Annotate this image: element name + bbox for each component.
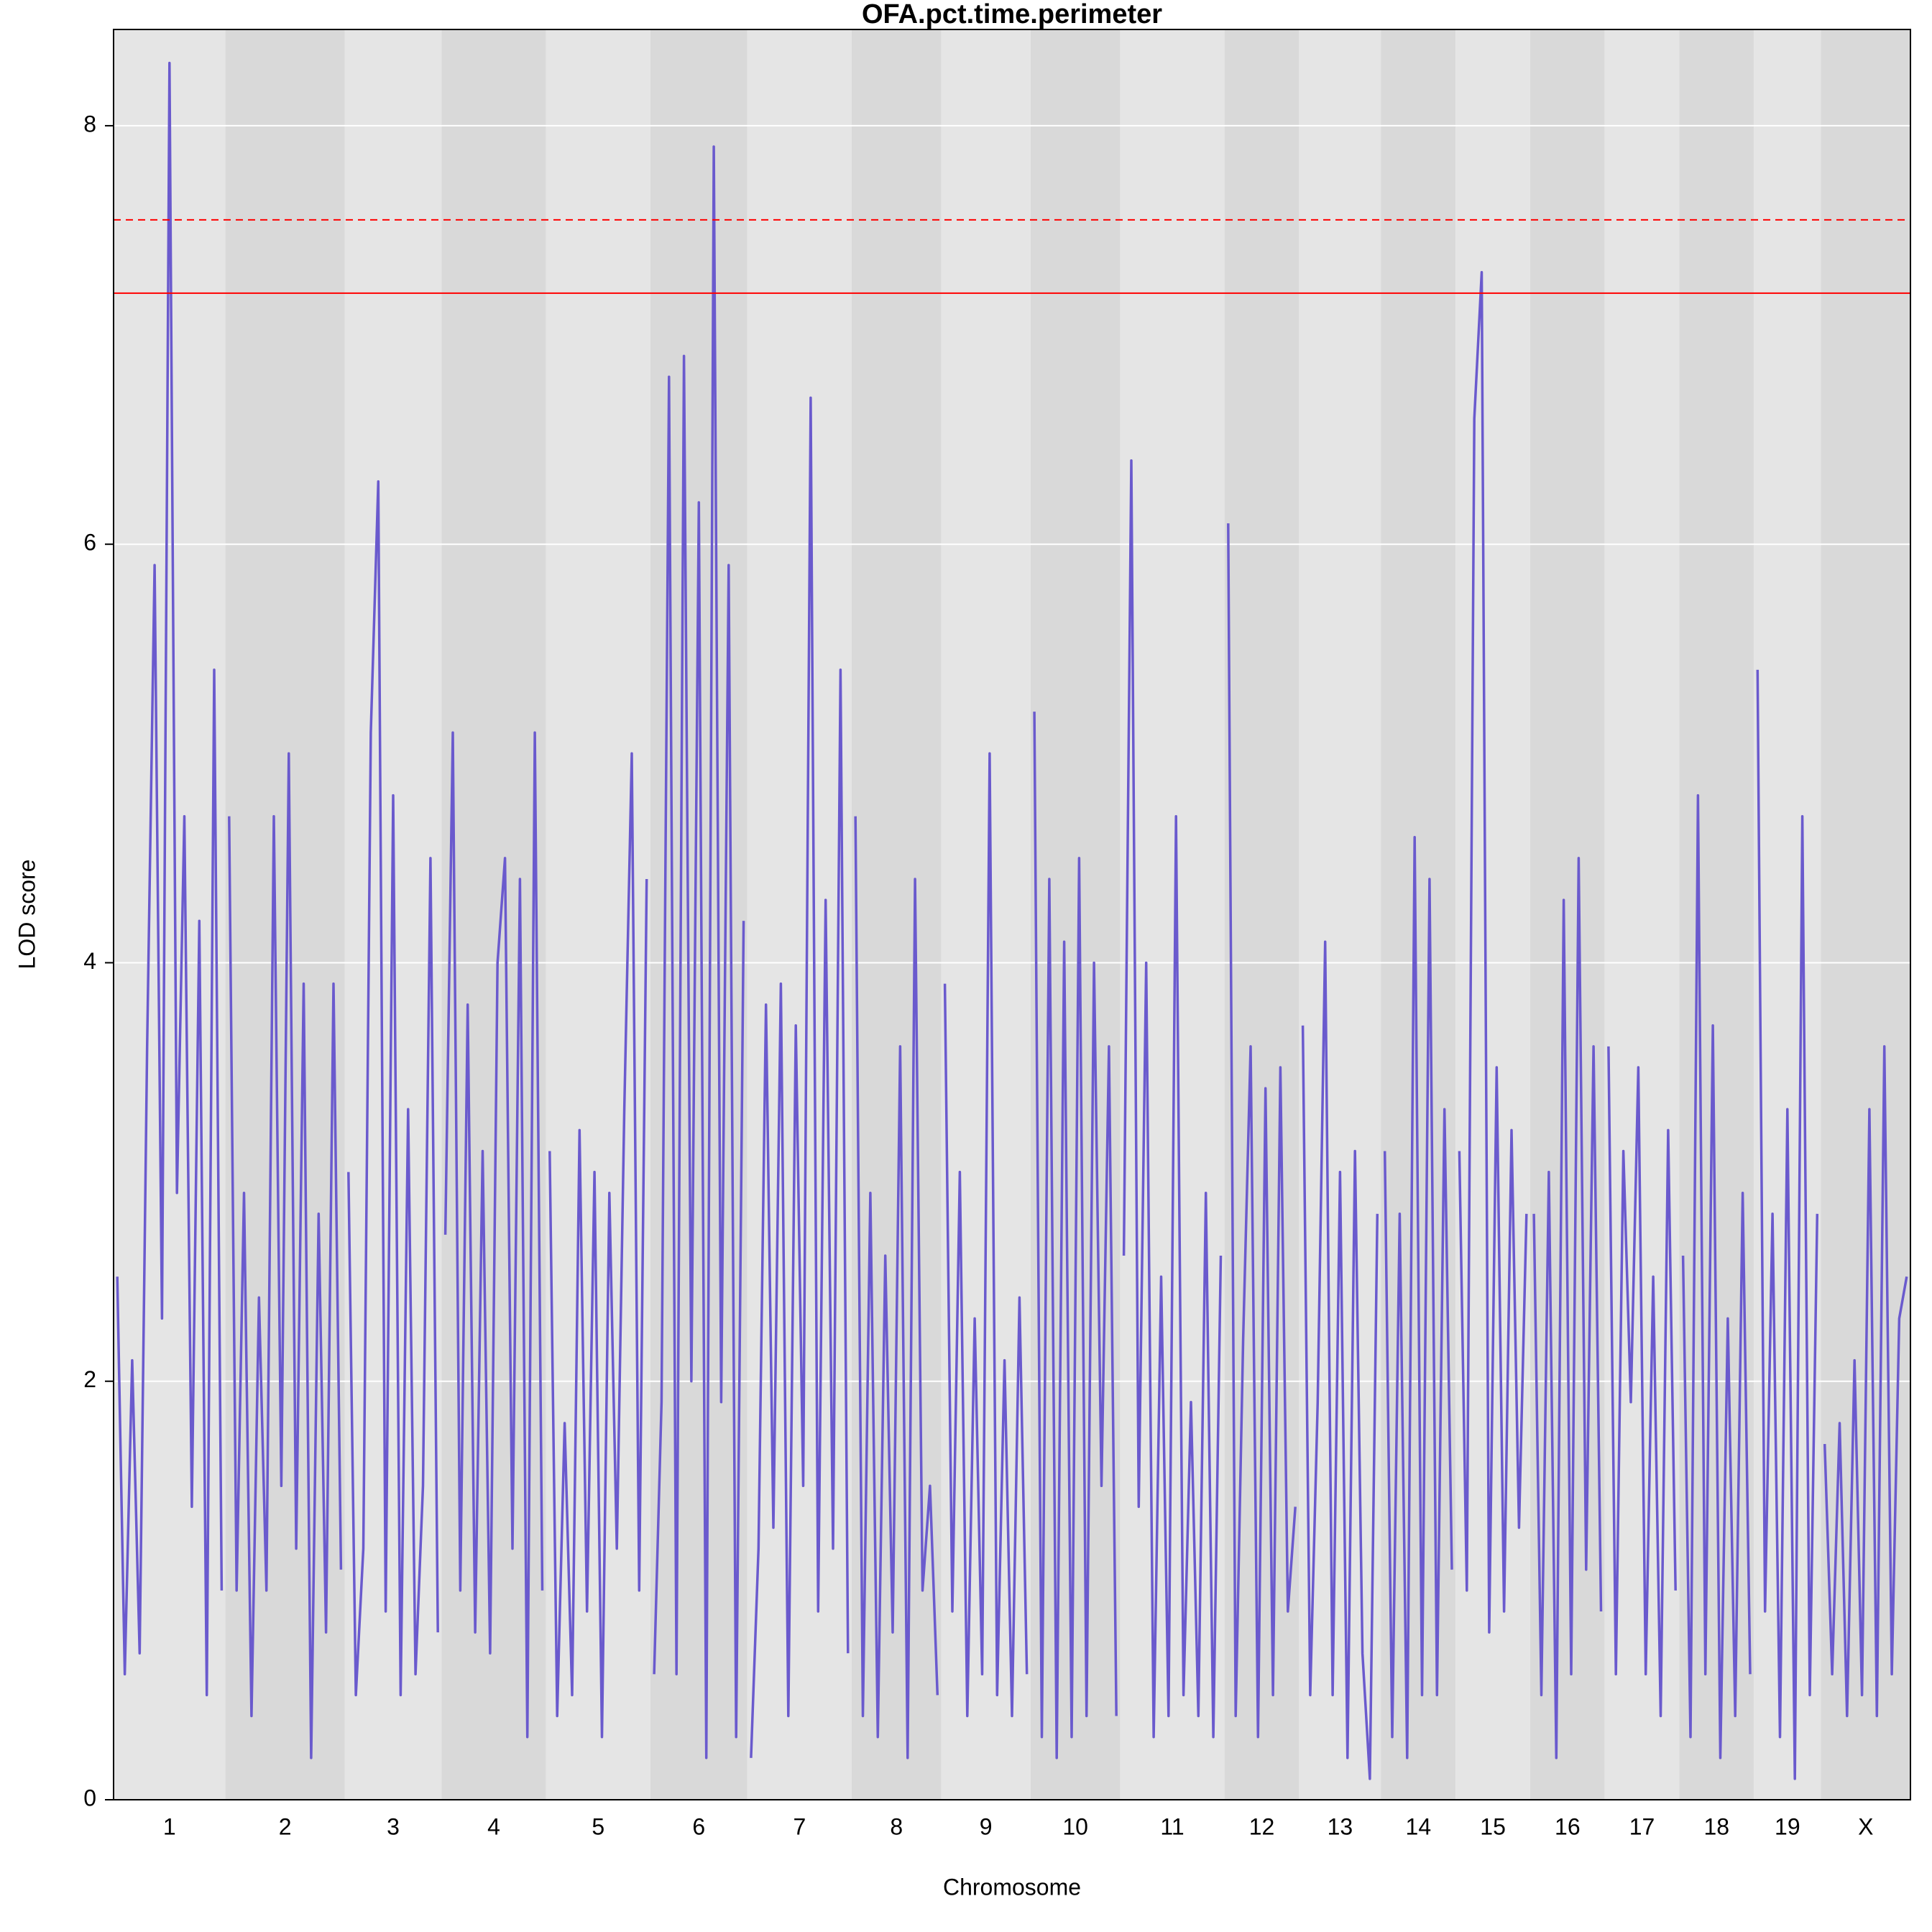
x-tick-label: 1	[163, 1813, 176, 1839]
x-tick-label: 17	[1629, 1813, 1655, 1839]
x-tick-label: 11	[1160, 1813, 1184, 1839]
lod-line	[1383, 836, 1453, 1760]
lod-line	[1033, 712, 1118, 1760]
y-tick-label: 2	[83, 1366, 96, 1392]
lod-line	[347, 480, 439, 1697]
y-tick-label: 0	[83, 1785, 96, 1811]
x-tick-label: 3	[387, 1813, 400, 1839]
x-tick-label: 7	[793, 1813, 806, 1839]
chromosome-band	[1299, 29, 1381, 1800]
y-axis-label: LOD score	[14, 860, 40, 970]
chromosome-band	[1604, 29, 1680, 1800]
lod-line	[1227, 523, 1297, 1739]
x-tick-label: 9	[980, 1813, 993, 1839]
x-tick-label: 10	[1062, 1813, 1088, 1839]
x-tick-label: X	[1858, 1813, 1873, 1839]
lod-line	[1458, 270, 1528, 1634]
lod-line	[1122, 459, 1223, 1739]
x-tick-label: 8	[890, 1813, 903, 1839]
x-tick-label: 13	[1328, 1813, 1353, 1839]
chromosome-band	[1821, 29, 1910, 1800]
lod-line	[1301, 940, 1379, 1780]
chart-title: OFA.pct.time.perimeter	[862, 0, 1162, 29]
plot-frame	[113, 29, 1911, 1800]
x-tick-label: 19	[1775, 1813, 1800, 1839]
lod-line	[228, 752, 343, 1760]
lod-line	[943, 752, 1029, 1718]
lod-line	[1607, 1046, 1677, 1718]
x-tick-label: 5	[592, 1813, 604, 1839]
x-tick-label: 4	[487, 1813, 500, 1839]
lod-line	[443, 731, 544, 1739]
x-tick-label: 12	[1249, 1813, 1275, 1839]
lod-line	[653, 145, 745, 1760]
chromosome-band	[441, 29, 546, 1800]
lod-line	[750, 396, 850, 1758]
lod-line	[854, 816, 939, 1760]
chromosome-band	[114, 29, 226, 1800]
x-tick-label: 2	[279, 1813, 292, 1839]
y-tick-label: 8	[83, 111, 96, 137]
x-tick-label: 14	[1406, 1813, 1432, 1839]
chromosome-band	[1381, 29, 1456, 1800]
chromosome-band	[1679, 29, 1754, 1800]
lod-line	[116, 61, 224, 1697]
x-tick-label: 6	[692, 1813, 705, 1839]
lod-line	[1532, 857, 1603, 1760]
lod-line	[1681, 794, 1752, 1760]
x-tick-label: 15	[1480, 1813, 1506, 1839]
lod-line	[548, 752, 648, 1739]
chromosome-band	[747, 29, 852, 1800]
chromosome-band	[1530, 29, 1605, 1800]
chromosome-band	[1030, 29, 1121, 1800]
x-tick-label: 18	[1703, 1813, 1729, 1839]
y-tick-label: 4	[83, 948, 96, 974]
y-tick-label: 6	[83, 530, 96, 556]
x-axis-label: Chromosome	[943, 1874, 1081, 1900]
x-tick-label: 16	[1555, 1813, 1581, 1839]
lod-line	[1756, 669, 1819, 1780]
lod-line	[1823, 1045, 1908, 1718]
